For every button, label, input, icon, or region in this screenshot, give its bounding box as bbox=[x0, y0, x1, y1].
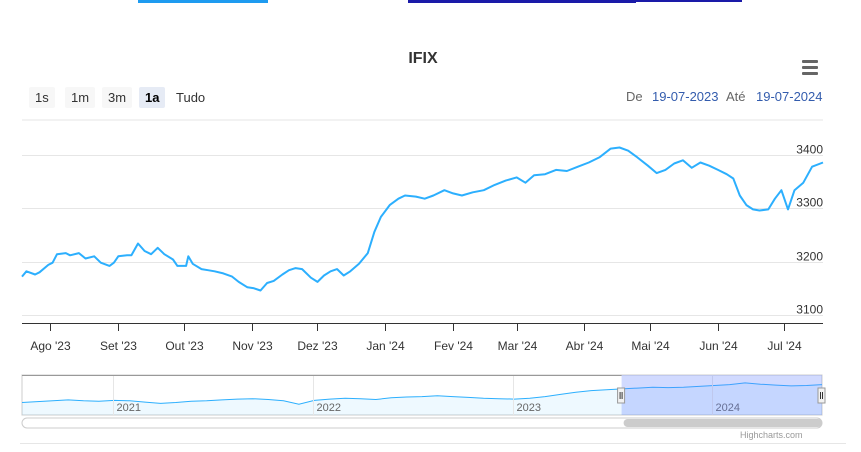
x-tick-label: Dez '23 bbox=[297, 339, 338, 353]
hamburger-menu-icon[interactable] bbox=[800, 60, 822, 78]
x-tick-label: Set '23 bbox=[100, 339, 137, 353]
top-strip-c bbox=[636, 0, 742, 2]
y-tick-label: 3300 bbox=[796, 196, 823, 210]
x-tick-label: Jan '24 bbox=[366, 339, 405, 353]
date-from-label: De bbox=[626, 89, 643, 104]
x-tick-label: Out '23 bbox=[165, 339, 204, 353]
navigator-handle-right[interactable] bbox=[817, 387, 826, 404]
chart-title: IFIX bbox=[408, 50, 438, 67]
navigator-line bbox=[21, 382, 823, 405]
x-tick-label: Jun '24 bbox=[699, 339, 738, 353]
x-tick-label: Jul '24 bbox=[767, 339, 802, 353]
navigator-year-label: 2022 bbox=[317, 402, 341, 414]
date-to-input[interactable]: 19-07-2024 bbox=[756, 89, 823, 104]
x-tick-label: Mar '24 bbox=[498, 339, 538, 353]
navigator-year-label: 2023 bbox=[517, 402, 541, 414]
range-button-3m[interactable]: 3m bbox=[102, 87, 133, 108]
y-tick-label: 3400 bbox=[796, 143, 823, 157]
x-tick-label: Mai '24 bbox=[631, 339, 670, 353]
navigator-year-label: 2024 bbox=[716, 402, 740, 414]
range-button-1s[interactable]: 1s bbox=[29, 87, 55, 108]
date-from-input[interactable]: 19-07-2023 bbox=[652, 89, 719, 104]
range-button-tudo[interactable]: Tudo bbox=[176, 90, 206, 105]
navigator-handle-left[interactable] bbox=[617, 387, 626, 404]
x-tick-label: Nov '23 bbox=[232, 339, 273, 353]
x-tick-label: Abr '24 bbox=[566, 339, 604, 353]
y-tick-label: 3100 bbox=[796, 303, 823, 317]
date-to-label: Até bbox=[726, 89, 746, 104]
x-tick-label: Ago '23 bbox=[30, 339, 71, 353]
top-strip-b bbox=[408, 0, 636, 3]
x-tick-label: Fev '24 bbox=[434, 339, 473, 353]
navigator-year-label: 2021 bbox=[117, 402, 141, 414]
scrollbar-thumb[interactable] bbox=[623, 419, 822, 427]
range-button-1m[interactable]: 1m bbox=[65, 87, 96, 108]
range-button-1a[interactable]: 1a bbox=[139, 87, 166, 108]
bottom-rule bbox=[20, 443, 846, 444]
series-line bbox=[21, 146, 824, 292]
y-tick-label: 3200 bbox=[796, 250, 823, 264]
top-strip-a bbox=[138, 0, 268, 3]
navigator-mask bbox=[621, 375, 822, 415]
credits-link[interactable]: Highcharts.com bbox=[740, 430, 803, 440]
